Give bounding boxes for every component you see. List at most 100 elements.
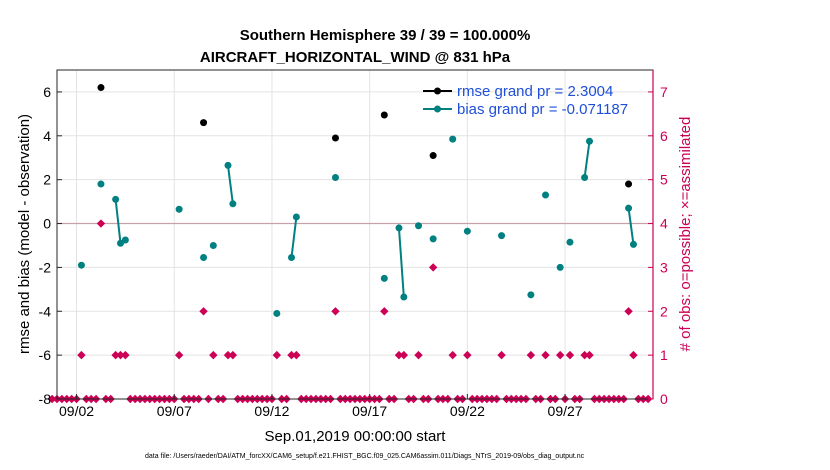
y2-tick-label: 6 (660, 128, 668, 144)
bias-point (449, 135, 457, 143)
bias-point (463, 227, 471, 235)
obs-count-marker (209, 350, 218, 360)
y-tick-label: 2 (43, 172, 51, 188)
bias-point (224, 161, 232, 169)
rmse-series (97, 84, 633, 188)
obs-count-marker (96, 219, 106, 228)
bias-point (581, 173, 589, 181)
bias-point (331, 173, 339, 181)
bias-line-segment (290, 216, 298, 258)
bias-point (629, 240, 637, 248)
bias-point (287, 254, 295, 262)
obs-count-marker (428, 263, 438, 272)
data-file-footnote: data file: /Users/raeder/DAI/ATM_forcXX/… (145, 453, 585, 460)
y2-axis-label: # of obs: o=possible; ×=assimilated (677, 117, 694, 352)
rmse-point (331, 134, 339, 142)
bias-point (556, 263, 564, 271)
chart-subtitle: AIRCRAFT_HORIZONTAL_WIND @ 831 hPa (200, 49, 511, 66)
rmse-point (429, 152, 437, 160)
x-tick-label: 09/22 (450, 403, 485, 419)
bias-point (542, 191, 550, 199)
legend-rmse-marker (434, 87, 441, 95)
rmse-point (200, 119, 208, 127)
bias-point (527, 291, 535, 299)
bias-point (380, 274, 388, 282)
obs-count-marker (121, 350, 130, 360)
obs-count-marker (414, 350, 423, 360)
bias-point (395, 224, 403, 232)
obs-count-marker (174, 350, 184, 360)
obs-count-marker (624, 307, 633, 316)
bias-point (400, 293, 408, 301)
obs-count-marker (331, 307, 340, 316)
bias-point (209, 241, 217, 249)
x-tick-label: 09/12 (254, 403, 289, 419)
legend-rmse-label: rmse grand pr = 2.3004 (457, 83, 613, 100)
plot-area (57, 70, 653, 399)
bias-line-segment (226, 165, 234, 204)
bias-point (429, 235, 437, 243)
y-tick-label: 0 (43, 216, 51, 232)
obs-count-marker (272, 350, 282, 360)
bias-point (585, 137, 593, 145)
obs-count-marker (228, 350, 238, 360)
obs-count-marker (380, 307, 389, 316)
y2-tick-label: 0 (660, 391, 668, 407)
obs-count-marker (585, 350, 594, 360)
rmse-point (625, 180, 633, 188)
bias-point (77, 261, 85, 269)
x-tick-label: 09/27 (548, 403, 583, 419)
bias-point (273, 309, 281, 317)
obs-count-marker (541, 350, 550, 360)
obs-count-marker (116, 350, 125, 360)
bias-series (77, 135, 637, 317)
y2-axis-ticks: 0 1 2 3 4 5 6 7 (648, 84, 668, 407)
bias-point (292, 213, 300, 221)
y-tick-label: 6 (43, 84, 51, 100)
obs-count-marker (448, 350, 457, 360)
y-tick-label: -2 (39, 259, 52, 275)
legend-bias-label: bias grand pr = -0.071187 (457, 101, 628, 118)
bias-point (121, 236, 129, 244)
obs-count-marker (629, 350, 638, 360)
obs-count-marker (287, 350, 296, 360)
y-tick-label: -4 (39, 303, 52, 319)
x-tick-label: 09/02 (59, 403, 94, 419)
x-axis-label: Sep.01,2019 00:00:00 start (265, 428, 447, 445)
rmse-point (380, 111, 388, 119)
bias-point (175, 205, 183, 213)
y-axis-ticks: -8 -6 -4 -2 0 2 4 6 (39, 84, 62, 407)
x-tick-label: 09/17 (352, 403, 387, 419)
y-axis-label: rmse and bias (model - observation) (16, 114, 33, 354)
obs-count-marker (526, 350, 536, 360)
obs-count-marker (292, 350, 301, 360)
obs-count-marker (394, 350, 404, 360)
bias-point (566, 238, 574, 246)
y2-tick-label: 2 (660, 303, 668, 319)
bias-point (97, 180, 105, 188)
bias-point (200, 254, 208, 262)
obs-count-marker (199, 307, 208, 316)
bias-point (498, 232, 506, 240)
legend-bias-marker (434, 105, 441, 113)
legend: rmse grand pr = 2.3004 bias grand pr = -… (423, 83, 628, 118)
obs-count-marker (580, 350, 589, 360)
y-tick-label: -6 (39, 347, 52, 363)
obs-count-marker (497, 350, 506, 360)
rmse-point (97, 84, 105, 92)
obs-count-marker (463, 350, 472, 360)
x-tick-label: 09/07 (157, 403, 192, 419)
y2-tick-label: 3 (660, 259, 668, 275)
y2-tick-label: 4 (660, 216, 668, 232)
bias-line-segment (627, 208, 635, 245)
obs-count-marker (223, 350, 233, 360)
bias-point (112, 195, 120, 203)
y-tick-label: 4 (43, 128, 51, 144)
bias-line-segment (397, 227, 405, 298)
y2-tick-label: 1 (660, 347, 668, 363)
y2-tick-label: 5 (660, 172, 668, 188)
bias-line-segment (583, 141, 591, 178)
bias-point (229, 200, 237, 208)
obs-count-marker (399, 350, 409, 360)
